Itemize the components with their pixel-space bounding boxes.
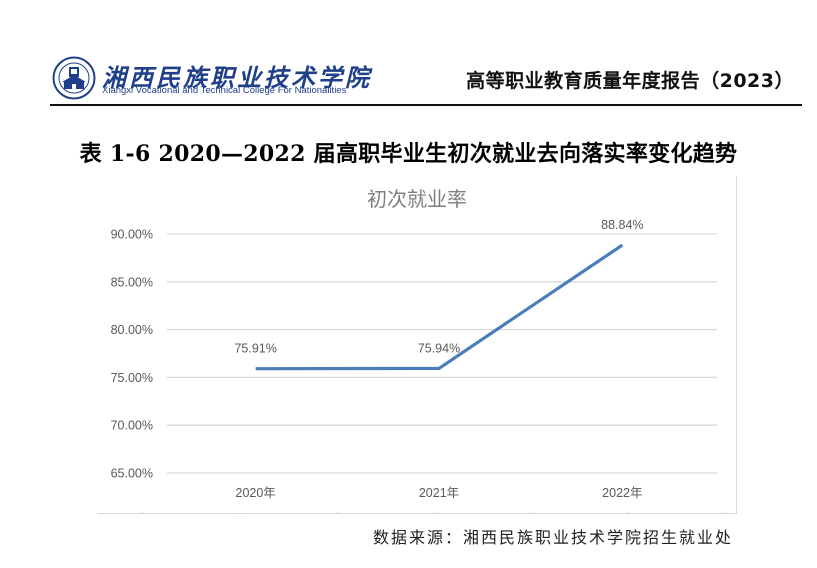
y-tick-label: 70.00% xyxy=(111,419,153,433)
y-tick-label: 80.00% xyxy=(111,323,153,337)
data-label: 75.91% xyxy=(234,342,276,356)
college-emblem-icon xyxy=(52,56,96,100)
source-note: 数据来源：湘西民族职业技术学院招生就业处 xyxy=(372,528,733,547)
y-tick-label: 85.00% xyxy=(111,275,153,289)
data-label: 75.94% xyxy=(418,341,460,355)
x-tick-label: 2020年 xyxy=(236,486,276,500)
data-label: 88.84% xyxy=(601,218,643,232)
chart-title: 初次就业率 xyxy=(367,187,467,211)
x-tick-label: 2021年 xyxy=(419,486,459,500)
series-line xyxy=(255,243,624,371)
line-chart: 初次就业率 65.00% 70.00% 75.00% 80.00% 85.00% 90.00… xyxy=(97,176,737,514)
y-tick-label: 90.00% xyxy=(111,228,153,242)
report-title: 高等职业教育质量年度报告（2023） xyxy=(466,70,794,92)
table-title: 表 1-6 2020—2022 届高职毕业生初次就业去向落实率变化趋势 xyxy=(79,141,738,167)
logo-name-en: Xiangxi Vocational and Technical College… xyxy=(102,85,347,96)
y-tick-label: 75.00% xyxy=(111,371,153,385)
page-header: 湘西民族职业技术学院 Xiangxi Vocational and Techni… xyxy=(50,54,802,106)
chart-canvas: 初次就业率 65.00% 70.00% 75.00% 80.00% 85.00% 90.00… xyxy=(111,187,726,514)
logo-name-cn: 湘西民族职业技术学院 xyxy=(102,63,372,92)
y-tick-label: 65.00% xyxy=(111,467,153,481)
x-tick-label: 2022年 xyxy=(602,486,642,500)
